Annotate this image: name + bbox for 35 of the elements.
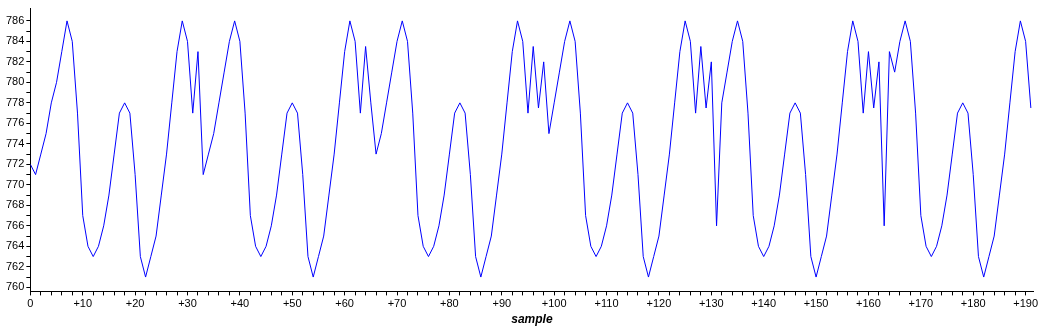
y-tick-label: 762 [5,259,25,272]
x-tick-label: +160 [856,297,881,310]
y-tick-label: 776 [5,116,25,129]
y-tick-label: 766 [5,218,25,231]
y-tick-label: 760 [5,280,25,293]
y-tick-label: 770 [5,177,25,190]
y-tick-label: 782 [5,54,25,67]
y-tick-label: 786 [5,13,25,26]
x-tick-label: +140 [751,297,777,310]
x-tick-label: +50 [282,297,302,310]
y-tick-label: 764 [5,239,25,252]
x-tick-label: +20 [125,297,145,310]
y-tick-label: 772 [5,157,25,170]
x-tick-label: +10 [73,297,93,310]
x-tick-label: +110 [594,297,619,310]
x-tick-label: +90 [492,297,512,310]
x-tick-label: +120 [646,297,672,310]
x-tick-label: +70 [387,297,407,310]
y-tick-label: 778 [5,95,25,108]
x-tick-label: +150 [803,297,829,310]
x-axis-title: sample [511,312,553,327]
x-tick-label: +100 [541,297,567,310]
y-tick-label: 784 [5,34,25,47]
x-tick-label: +170 [908,297,934,310]
y-tick-label: 774 [5,136,25,149]
x-tick-label: +60 [335,297,354,310]
x-tick-label: +130 [698,297,724,310]
y-tick-label: 768 [5,198,25,211]
x-tick-label: 0 [27,297,34,310]
x-tick-label: +190 [1013,297,1038,310]
x-tick-label: +40 [230,297,250,310]
x-tick-label: +80 [440,297,459,310]
y-tick-label: 780 [5,75,25,88]
x-tick-label: +30 [178,297,197,310]
x-tick-label: +180 [960,297,986,310]
